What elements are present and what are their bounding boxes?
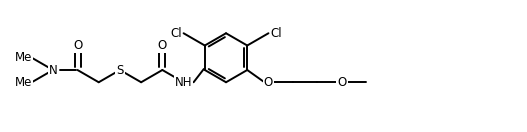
Text: NH: NH [175,76,192,89]
Text: Me: Me [14,76,32,89]
Text: Me: Me [14,51,32,64]
Text: O: O [264,76,273,89]
Text: Cl: Cl [170,27,182,40]
Text: O: O [337,76,347,89]
Text: Cl: Cl [270,27,282,40]
Text: S: S [116,63,124,77]
Text: N: N [48,63,57,77]
Text: O: O [158,39,167,52]
Text: O: O [73,39,82,52]
